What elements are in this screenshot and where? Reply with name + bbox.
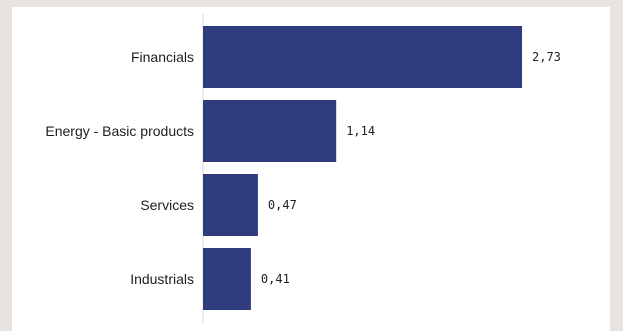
category-label: Financials [131, 49, 194, 65]
value-label: 0,41 [261, 272, 290, 286]
category-label: Industrials [130, 271, 194, 287]
bar-services [203, 174, 258, 236]
bar-energy-basic-products [203, 100, 337, 162]
category-label: Services [140, 197, 194, 213]
value-label: 0,47 [268, 198, 297, 212]
value-label: 2,73 [532, 50, 561, 64]
bars-group: Financials 2,73 Energy - Basic products 1,1… [45, 26, 561, 310]
bar-financials [203, 26, 522, 88]
bar-industrials [203, 248, 251, 310]
value-label: 1,14 [346, 124, 375, 138]
category-label: Energy - Basic products [45, 123, 194, 139]
